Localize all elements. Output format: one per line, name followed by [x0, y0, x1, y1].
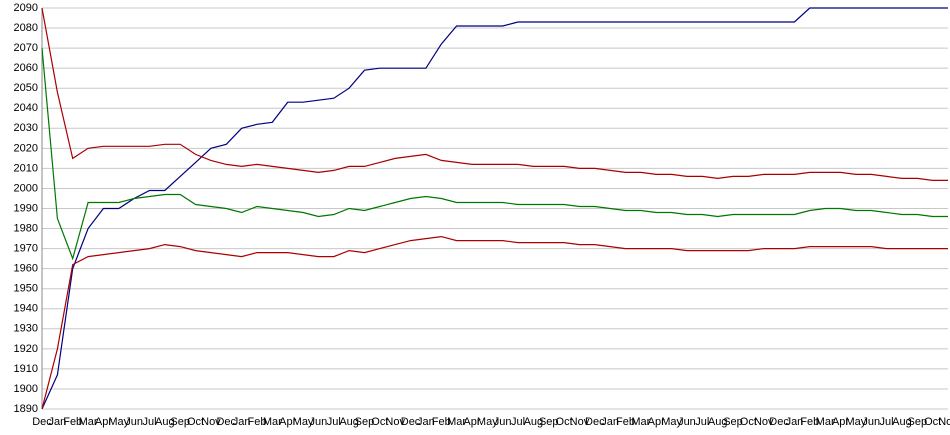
x-tick-label: Apr: [648, 416, 665, 428]
x-tick-label: Feb: [432, 416, 451, 428]
y-tick-label: 2090: [14, 2, 38, 14]
y-tick-label: 1970: [14, 243, 38, 255]
y-tick-label: 2030: [14, 122, 38, 134]
y-tick-label: 1920: [14, 343, 38, 355]
x-tick-label: Sep: [723, 416, 743, 428]
x-tick-label: Oct: [924, 416, 941, 428]
x-tick-label: Jan: [601, 416, 619, 428]
x-tick-label: Sep: [355, 416, 375, 428]
x-tick-label: Oct: [740, 416, 757, 428]
y-tick-label: 2080: [14, 22, 38, 34]
x-tick-label: Jun: [494, 416, 512, 428]
x-tick-label: Nov: [385, 416, 405, 428]
x-tick-label: Jul: [511, 416, 525, 428]
x-tick-label: Feb: [800, 416, 819, 428]
x-tick-label: Dec: [585, 416, 605, 428]
x-tick-label: Sep: [539, 416, 559, 428]
x-tick-label: Mar: [631, 416, 650, 428]
y-tick-label: 2040: [14, 102, 38, 114]
x-tick-label: May: [477, 416, 498, 428]
x-tick-label: Oct: [187, 416, 204, 428]
y-tick-label: 1890: [14, 403, 38, 415]
x-tick-label: Sep: [907, 416, 927, 428]
x-tick-label: Mar: [79, 416, 98, 428]
y-tick-label: 2000: [14, 182, 38, 194]
x-tick-label: Jul: [880, 416, 894, 428]
x-tick-label: Jun: [678, 416, 696, 428]
x-tick-label: Jun: [125, 416, 143, 428]
y-tick-label: 1990: [14, 202, 38, 214]
x-tick-label: Oct: [556, 416, 573, 428]
y-tick-label: 2020: [14, 142, 38, 154]
x-tick-label: Apr: [832, 416, 849, 428]
y-tick-label: 1950: [14, 283, 38, 295]
x-tick-label: Mar: [816, 416, 835, 428]
x-tick-label: Dec: [401, 416, 421, 428]
x-tick-label: Apr: [463, 416, 480, 428]
x-tick-label: Jan: [786, 416, 804, 428]
x-tick-label: Oct: [371, 416, 388, 428]
x-tick-label: Dec: [216, 416, 236, 428]
x-tick-label: Sep: [170, 416, 190, 428]
x-tick-label: Feb: [63, 416, 82, 428]
x-tick-label: Jan: [417, 416, 435, 428]
y-tick-label: 2070: [14, 42, 38, 54]
x-tick-label: Mar: [263, 416, 282, 428]
x-tick-label: May: [108, 416, 129, 428]
y-tick-label: 2010: [14, 162, 38, 174]
x-tick-label: Apr: [95, 416, 112, 428]
y-tick-label: 1960: [14, 263, 38, 275]
x-tick-label: Aug: [892, 416, 912, 428]
x-tick-label: Jun: [310, 416, 328, 428]
x-tick-label: Nov: [754, 416, 774, 428]
series-line: [41, 7, 948, 410]
y-tick-label: 1980: [14, 222, 38, 234]
series-line: [41, 48, 948, 261]
x-tick-label: Jul: [327, 416, 341, 428]
x-tick-label: Aug: [524, 416, 544, 428]
x-tick-label: Aug: [155, 416, 175, 428]
x-tick-label: Jun: [862, 416, 880, 428]
x-tick-label: Aug: [708, 416, 728, 428]
y-tick-label: 2050: [14, 82, 38, 94]
x-tick-label: May: [661, 416, 682, 428]
x-tick-label: Feb: [247, 416, 266, 428]
y-tick-label: 2060: [14, 62, 38, 74]
x-tick-label: Jul: [142, 416, 156, 428]
x-tick-label: Jul: [695, 416, 709, 428]
y-tick-label: 1930: [14, 323, 38, 335]
x-tick-label: Mar: [447, 416, 466, 428]
x-tick-label: Feb: [616, 416, 635, 428]
y-tick-label: 1900: [14, 383, 38, 395]
y-tick-label: 1940: [14, 303, 38, 315]
x-tick-label: Apr: [279, 416, 296, 428]
x-tick-label: Jan: [48, 416, 66, 428]
x-tick-label: Jan: [233, 416, 251, 428]
x-tick-label: May: [293, 416, 314, 428]
x-tick-label: Nov: [201, 416, 221, 428]
x-tick-label: Aug: [339, 416, 359, 428]
x-tick-label: Nov: [938, 416, 950, 428]
x-tick-label: Dec: [769, 416, 789, 428]
y-tick-label: 1910: [14, 363, 38, 375]
series-line: [41, 235, 948, 410]
x-tick-label: May: [845, 416, 866, 428]
series-line: [41, 7, 948, 181]
x-tick-label: Dec: [32, 416, 52, 428]
x-tick-label: Nov: [570, 416, 590, 428]
